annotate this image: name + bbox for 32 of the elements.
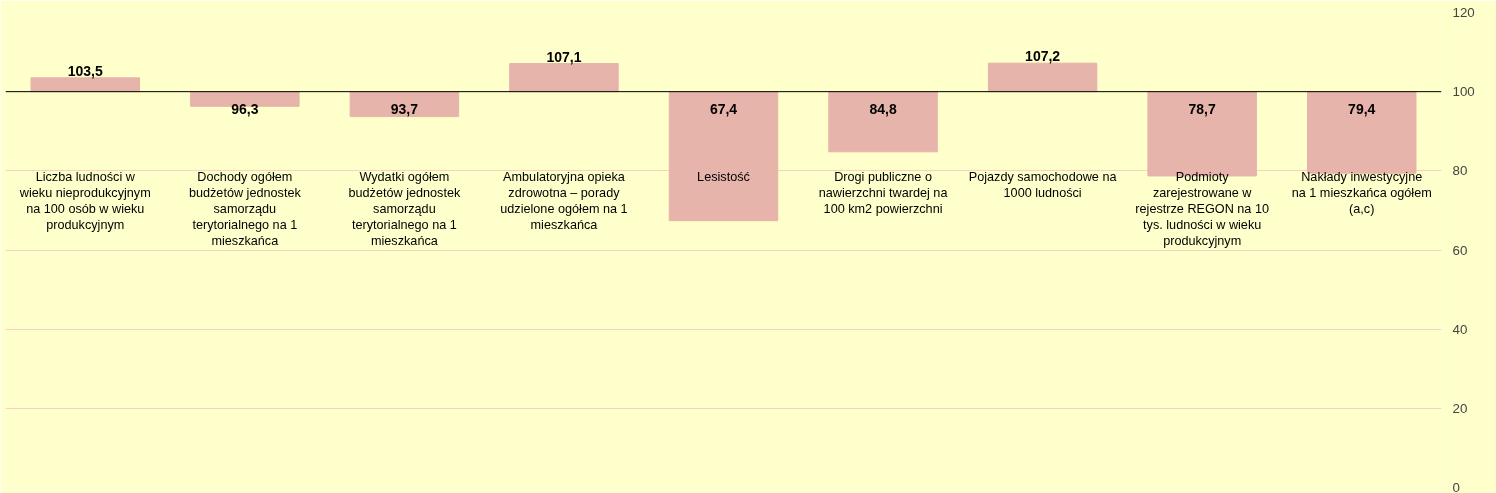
y-tick-label: 60: [1452, 242, 1468, 258]
data-label: 107,2: [1025, 48, 1061, 65]
x-tick-label: Ambulatoryjna opieka zdrowotna – porady udzielone ogółem na 1 mieszkańca: [500, 169, 628, 232]
data-label: 96,3: [231, 100, 259, 117]
bar: [987, 62, 1098, 93]
x-tick-label: Pojazdy samochodowe na 1000 ludności: [968, 169, 1118, 200]
x-tick-label: Wydatki ogółem budżetów jednostek samorządu terytorialnego na 1 mieszkańca: [348, 169, 461, 249]
x-tick-label: Podmioty zarejestrowane w rejestrze REGON na 10 tys. ludności w wieku produkcyjnym: [1135, 169, 1269, 249]
data-label: 78,7: [1188, 100, 1216, 117]
y-tick-label: 120: [1452, 5, 1475, 20]
x-tick-label: Liczba ludności w wieku nieprodukcyjnym na 100 osób w wieku produkcyjnym: [18, 169, 151, 232]
y-tick-label: 20: [1452, 400, 1468, 416]
data-label: 103,5: [67, 62, 104, 79]
data-label: 67,4: [709, 100, 738, 117]
bar: [1306, 91, 1417, 174]
y-tick-label: 80: [1452, 163, 1468, 179]
x-tick-label: Drogi publiczne o nawierzchni twardej na 100 km2 powierzchni: [818, 169, 949, 216]
y-tick-label: 100: [1452, 84, 1475, 100]
x-tick-label: Nakłady inwestycyjne na 1 mieszkańca ogółem (a,c): [1291, 169, 1432, 216]
bar: [30, 77, 141, 93]
bar: [349, 91, 460, 118]
data-label: 84,8: [869, 100, 897, 117]
data-label: 93,7: [390, 100, 419, 117]
y-tick-label: 0: [1452, 480, 1460, 493]
data-label: 107,1: [546, 48, 582, 65]
x-tick-label: Dochody ogółem budżetów jednostek samorządu terytorialnego na 1 mieszkańca: [188, 169, 302, 249]
bar: [668, 91, 779, 222]
y-tick-label: 40: [1452, 321, 1468, 337]
bar: [828, 91, 938, 153]
x-tick-label: Lesistość: [697, 169, 750, 184]
data-label: 79,4: [1348, 100, 1376, 117]
bar: [509, 63, 619, 93]
